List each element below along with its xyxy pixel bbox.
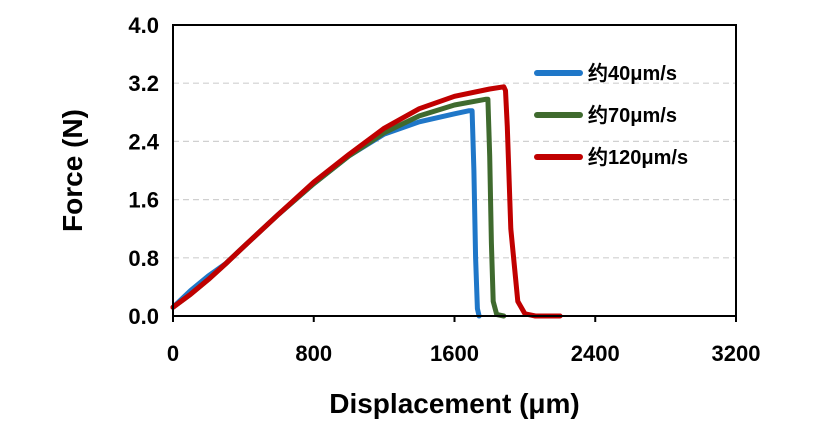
x-tick-label: 0: [167, 341, 179, 366]
x-tick-label: 2400: [571, 341, 620, 366]
legend: 约40μm/s 约70μm/s 约120μm/s: [534, 61, 688, 169]
x-axis-ticks: 0 800 1600 2400 3200: [167, 316, 761, 366]
gridlines: [173, 82, 736, 259]
series-line-2: [170, 96, 507, 319]
x-tick-label: 1600: [430, 341, 479, 366]
y-tick-label: 2.4: [128, 129, 159, 154]
x-axis-title: Displacement (μm): [329, 388, 580, 419]
y-tick-label: 1.6: [128, 188, 159, 213]
data-series: [170, 84, 563, 319]
legend-label: 约70μm/s: [588, 103, 677, 127]
y-tick-label: 4.0: [128, 13, 159, 38]
y-tick-label: 3.2: [128, 71, 159, 96]
series-line-3: [170, 84, 563, 319]
legend-label: 约40μm/s: [588, 61, 677, 85]
legend-label: 约120μm/s: [588, 145, 688, 169]
y-tick-label: 0.0: [128, 304, 159, 329]
y-tick-label: 0.8: [128, 246, 159, 271]
y-axis-ticks: 0.0 0.8 1.6 2.4 3.2 4.0: [128, 13, 159, 329]
x-tick-label: 3200: [712, 341, 761, 366]
y-axis-title: Force (N): [57, 109, 88, 232]
x-tick-label: 800: [295, 341, 332, 366]
